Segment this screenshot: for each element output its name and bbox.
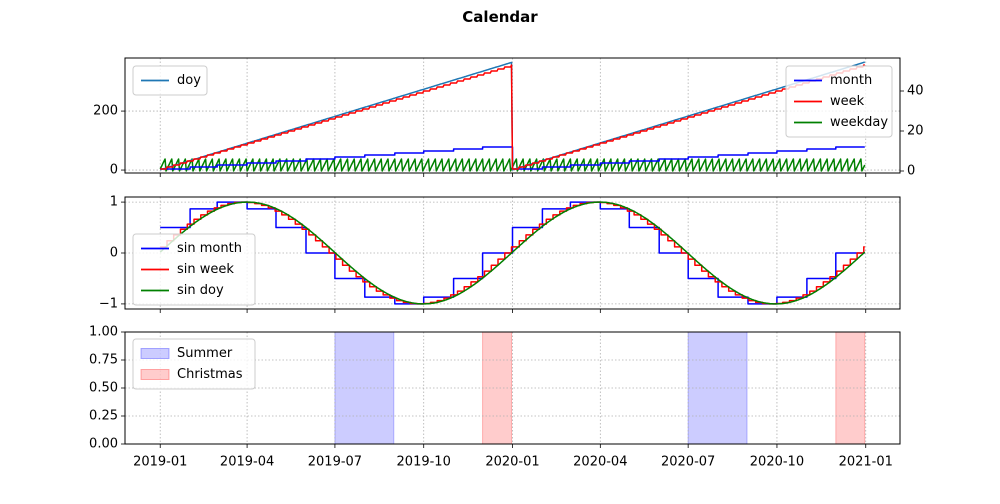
top-legend-label: doy bbox=[177, 73, 201, 88]
middle-legend-label: sin doy bbox=[177, 283, 224, 298]
bottom-legend-swatch bbox=[140, 369, 170, 380]
middle-ytick-label: 0 bbox=[110, 246, 118, 261]
middle-ytick-label: −1 bbox=[99, 296, 118, 311]
top-right-ytick-label: 40 bbox=[907, 84, 924, 99]
sin-doy-line bbox=[159, 201, 866, 305]
top-right-ytick-label: 20 bbox=[907, 124, 924, 139]
x-tick-label: 2020-01 bbox=[485, 455, 539, 470]
bottom-legend-label: Summer bbox=[177, 346, 233, 361]
x-tick-label: 2021-01 bbox=[839, 455, 893, 470]
top-legend bbox=[785, 65, 893, 138]
x-tick-label: 2020-04 bbox=[573, 455, 627, 470]
middle-legend-label: sin month bbox=[177, 241, 242, 256]
bottom-ytick-label: 0.75 bbox=[89, 353, 118, 368]
top-legend-label: weekday bbox=[830, 115, 888, 130]
top-ytick-label: 0 bbox=[110, 163, 118, 178]
bottom-ytick-label: 0.25 bbox=[89, 409, 118, 424]
top-legend-label: month bbox=[830, 73, 872, 88]
doy-line bbox=[159, 61, 866, 171]
x-tick-label: 2019-01 bbox=[133, 455, 187, 470]
top-legend-label: week bbox=[830, 94, 865, 109]
bottom-ytick-label: 0.50 bbox=[89, 381, 118, 396]
top-right-ytick-label: 0 bbox=[907, 164, 915, 179]
x-tick-label: 2020-10 bbox=[750, 455, 804, 470]
x-tick-label: 2019-10 bbox=[397, 455, 451, 470]
x-tick-label: 2019-07 bbox=[308, 455, 362, 470]
bottom-ytick-label: 1.00 bbox=[89, 325, 118, 340]
x-tick-label: 2019-04 bbox=[220, 455, 274, 470]
bottom-legend-label: Christmas bbox=[177, 367, 243, 382]
middle-legend-label: sin week bbox=[177, 262, 234, 277]
chart-title: Calendar bbox=[462, 8, 538, 26]
bottom-axes-frame bbox=[124, 331, 901, 445]
middle-ytick-label: 1 bbox=[110, 195, 118, 210]
top-legend bbox=[132, 65, 208, 96]
bottom-ytick-label: 0.00 bbox=[89, 437, 118, 452]
x-tick-label: 2020-07 bbox=[661, 455, 715, 470]
middle-legend bbox=[132, 233, 256, 306]
middle-axes-frame bbox=[124, 196, 901, 310]
top-ytick-label: 200 bbox=[93, 104, 118, 119]
bottom-legend-swatch bbox=[140, 348, 170, 359]
top-axes-frame bbox=[124, 57, 901, 174]
bottom-legend bbox=[132, 338, 256, 390]
week-line bbox=[160, 64, 865, 170]
